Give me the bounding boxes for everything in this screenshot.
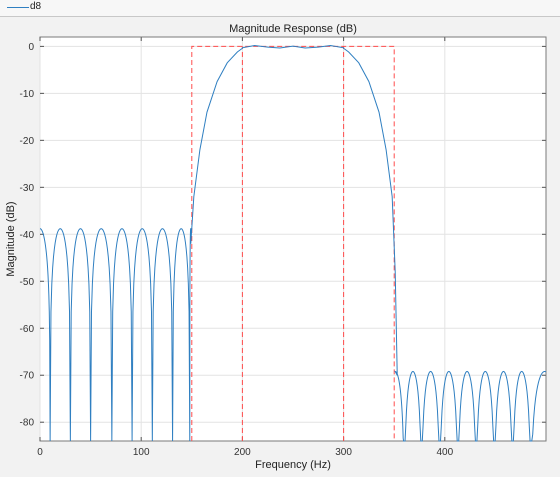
chart-title: Magnitude Response (dB): [229, 23, 357, 35]
y-tick-label: -10: [20, 89, 35, 100]
legend-line-d8: [7, 7, 29, 8]
y-tick-label: -70: [20, 371, 35, 382]
y-tick-label: -40: [20, 230, 35, 241]
y-tick-label: 0: [28, 42, 34, 53]
legend: d8: [0, 0, 560, 17]
x-tick-label: 100: [133, 447, 150, 458]
x-tick-label: 400: [436, 447, 453, 458]
ticks: 0 100 200 300 400 0 -10 -20 -30 -40 -50 -60 -70 -80: [20, 37, 546, 458]
y-tick-label: -30: [20, 183, 35, 194]
x-tick-label: 200: [234, 447, 251, 458]
y-axis-label: Magnitude (dB): [5, 201, 17, 276]
series-line-d8: [39, 44, 547, 442]
x-tick-label: 300: [335, 447, 352, 458]
plot-area: [39, 36, 547, 442]
y-tick-label: -80: [20, 418, 35, 429]
y-tick-label: -50: [20, 277, 35, 288]
series-group: [39, 44, 547, 442]
y-tick-label: -20: [20, 136, 35, 147]
x-tick-label: 0: [37, 447, 43, 458]
legend-label-d8: d8: [30, 1, 42, 12]
x-axis-label: Frequency (Hz): [255, 459, 331, 471]
y-tick-label: -60: [20, 324, 35, 335]
